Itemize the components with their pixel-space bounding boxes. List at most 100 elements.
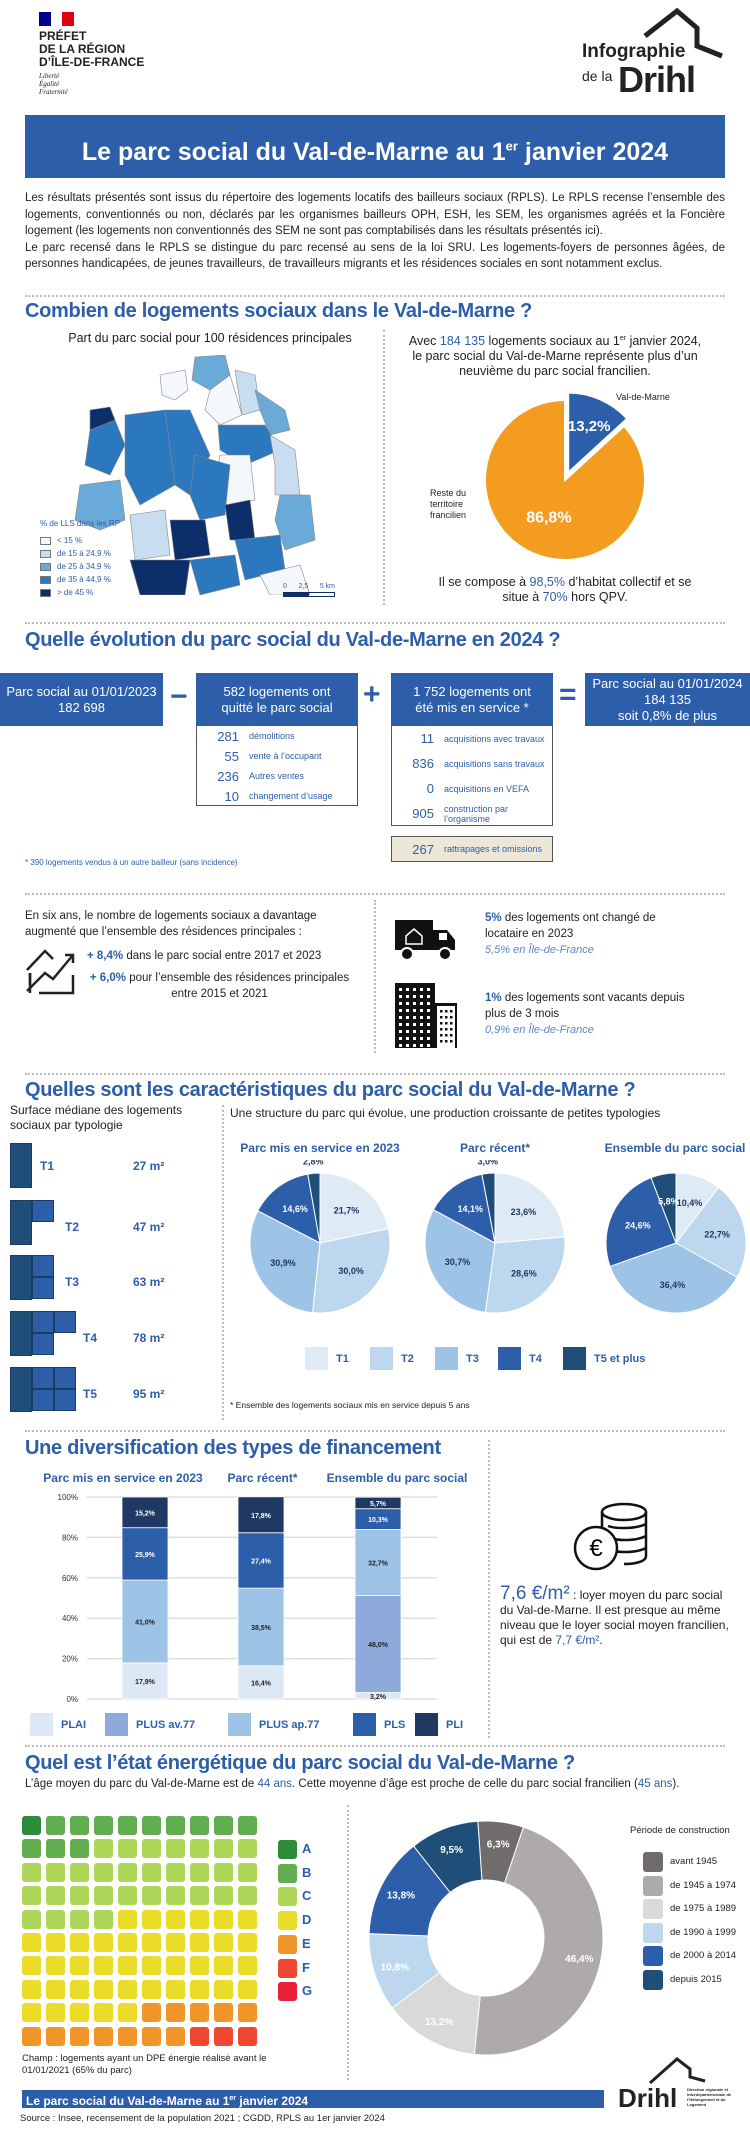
section-heading: Une diversification des types de finance… (25, 1437, 441, 1459)
dpe-cell-d (166, 1979, 185, 1999)
construction-donut: 6,3% 46,4% 13,2% 10,8% 13,8% 9,5% (368, 1820, 604, 2056)
pie-slice-t3 (249, 1210, 321, 1314)
dpe-cell-d (118, 1909, 137, 1929)
section-heading: Quelles sont les caractéristiques du par… (25, 1079, 636, 1101)
pie-value-label: 28,6% (511, 1268, 537, 1278)
donut-value-label: 13,8% (387, 1891, 415, 1902)
pie-value-label: 23,6% (511, 1207, 537, 1217)
pie-value-label: 5,8% (658, 1197, 679, 1207)
typology-area: 78 m² (133, 1331, 165, 1345)
typology-label: T1 (40, 1159, 55, 1173)
roof-icon (649, 2057, 706, 2085)
financing-bar-chart: 0% 20% 40% 60% 80% 100% 17,9% 41,0% 25,9% 15,2% 16… (58, 1493, 437, 1704)
divider (25, 622, 725, 624)
pie-slice-t1 (319, 1172, 390, 1244)
donut-value-label: 46,4% (565, 1954, 593, 1965)
mobility-text: 5% des logements ont changé de locataire… (485, 912, 656, 940)
donut-value-label: 6,3% (487, 1839, 510, 1850)
dpe-cell-f (214, 2026, 233, 2046)
dpe-legend-swatch (278, 1934, 297, 1954)
share-pie-chart: 13,2% 86,8% (484, 391, 646, 561)
dpe-cell-d (22, 1933, 41, 1952)
intro-paragraph: Le parc recensé dans le RPLS se distingu… (25, 241, 725, 271)
dpe-cell-d (142, 1933, 161, 1952)
dpe-legend-label: F (302, 1959, 310, 1975)
dpe-cell-c (46, 1886, 65, 1906)
dpe-cell-d (22, 2003, 41, 2023)
pie-slice-t2 (675, 1186, 747, 1278)
dpe-cell-c (190, 1839, 209, 1859)
logo-infographie: Infographie (582, 41, 686, 62)
donut-legend-swatch (643, 1946, 663, 1966)
plus-sign: + (363, 678, 381, 711)
dpe-cell-d (94, 1933, 113, 1952)
dpe-cell-d (166, 1909, 185, 1929)
donut-segment (473, 1826, 604, 2056)
dpe-cell-c (22, 1862, 41, 1882)
pie-value-label: 2,8% (303, 1160, 324, 1166)
dpe-legend-label: G (302, 1983, 313, 1999)
pie-slice-t5-et-plus (307, 1172, 321, 1244)
dpe-cell-c (70, 1862, 89, 1882)
dpe-cell-d (70, 1956, 89, 1976)
y-tick-label: 20% (62, 1655, 78, 1664)
pie-value-label: 30,9% (270, 1258, 296, 1268)
svg-text:€: € (589, 1535, 603, 1562)
dpe-cell-d (190, 1909, 209, 1929)
dpe-cell-c (166, 1862, 185, 1882)
section-heading: Quelle évolution du parc social du Val-d… (25, 629, 561, 651)
dpe-cell-e (214, 2003, 233, 2023)
donut-legend-label: de 1945 à 1974 (670, 1879, 737, 1891)
section-heading: Quel est l’état énergétique du parc soci… (25, 1752, 575, 1774)
list-item: 10 changement d’usage (224, 788, 333, 804)
dpe-cell-d (70, 1979, 89, 1999)
divider (383, 330, 385, 605)
bar-value-label: 48,0% (368, 1642, 389, 1649)
pie-value-label: 10,4% (677, 1198, 703, 1208)
dpe-cell-d (22, 1979, 41, 1999)
dpe-legend-swatch (278, 1958, 297, 1978)
champ-note: Champ : logements ayant un DPE énergie r… (22, 2053, 267, 2076)
typology-label: T4 (83, 1331, 98, 1345)
bar-segment-pli (354, 1496, 402, 1510)
bar-segment-plus-ap-77 (121, 1579, 169, 1664)
euro-coins-icon: € (573, 1502, 648, 1571)
dpe-cell-b (166, 1816, 185, 1835)
scale-label: 5 km (319, 583, 335, 590)
dpe-cell-c (94, 1839, 113, 1859)
map-legend-title: % de LLS dans les RP (40, 519, 121, 528)
divider (25, 1430, 725, 1432)
pie-title: Parc récent* (459, 1141, 531, 1155)
dpe-cell-d (118, 1933, 137, 1952)
donut-legend-label: avant 1945 (670, 1856, 718, 1867)
legend-item: T3 (435, 1347, 479, 1370)
footnote: * Ensemble des logements sociaux mis en … (230, 1400, 470, 1410)
pie-slice-t5-et-plus (481, 1172, 496, 1244)
intro-text: Les résultats présentés sont issus du ré… (25, 190, 725, 273)
dpe-cell-d (238, 1956, 257, 1976)
pie-slice (567, 391, 629, 475)
pie-slice-t4 (432, 1173, 496, 1244)
dpe-cell-b (22, 1839, 41, 1859)
bar-segment-pli (121, 1496, 169, 1529)
dpe-cell-d (190, 1933, 209, 1952)
dpe-cell-b (118, 1816, 137, 1835)
pie-slice (484, 398, 646, 561)
dpe-cell-c (238, 1839, 257, 1859)
devise: Liberté Égalité Fraternité (39, 72, 68, 96)
dpe-cell-c (70, 1909, 89, 1929)
typology-area: 95 m² (133, 1387, 165, 1401)
rattrapage-box: 267 rattrapages et omissions (391, 836, 553, 862)
legend-item: T5 et plus (563, 1347, 645, 1370)
donut-legend-swatch (643, 1969, 663, 1990)
dpe-cell-b (214, 1816, 233, 1835)
logo-drihl: Drihl (618, 2083, 678, 2113)
donut-legend-swatch (643, 1922, 663, 1943)
list-item: 0 acquisitions en VEFA (426, 781, 530, 796)
pie-value-label: 14,1% (457, 1204, 483, 1214)
legend-item: T4 (498, 1347, 542, 1370)
departures-list: 281 démolitions 55 vente à l’occupant 236 Aut… (196, 726, 358, 806)
dpe-cell-c (166, 1839, 185, 1859)
dpe-cell-d (46, 1933, 65, 1952)
list-item: 281 démolitions (217, 728, 295, 744)
